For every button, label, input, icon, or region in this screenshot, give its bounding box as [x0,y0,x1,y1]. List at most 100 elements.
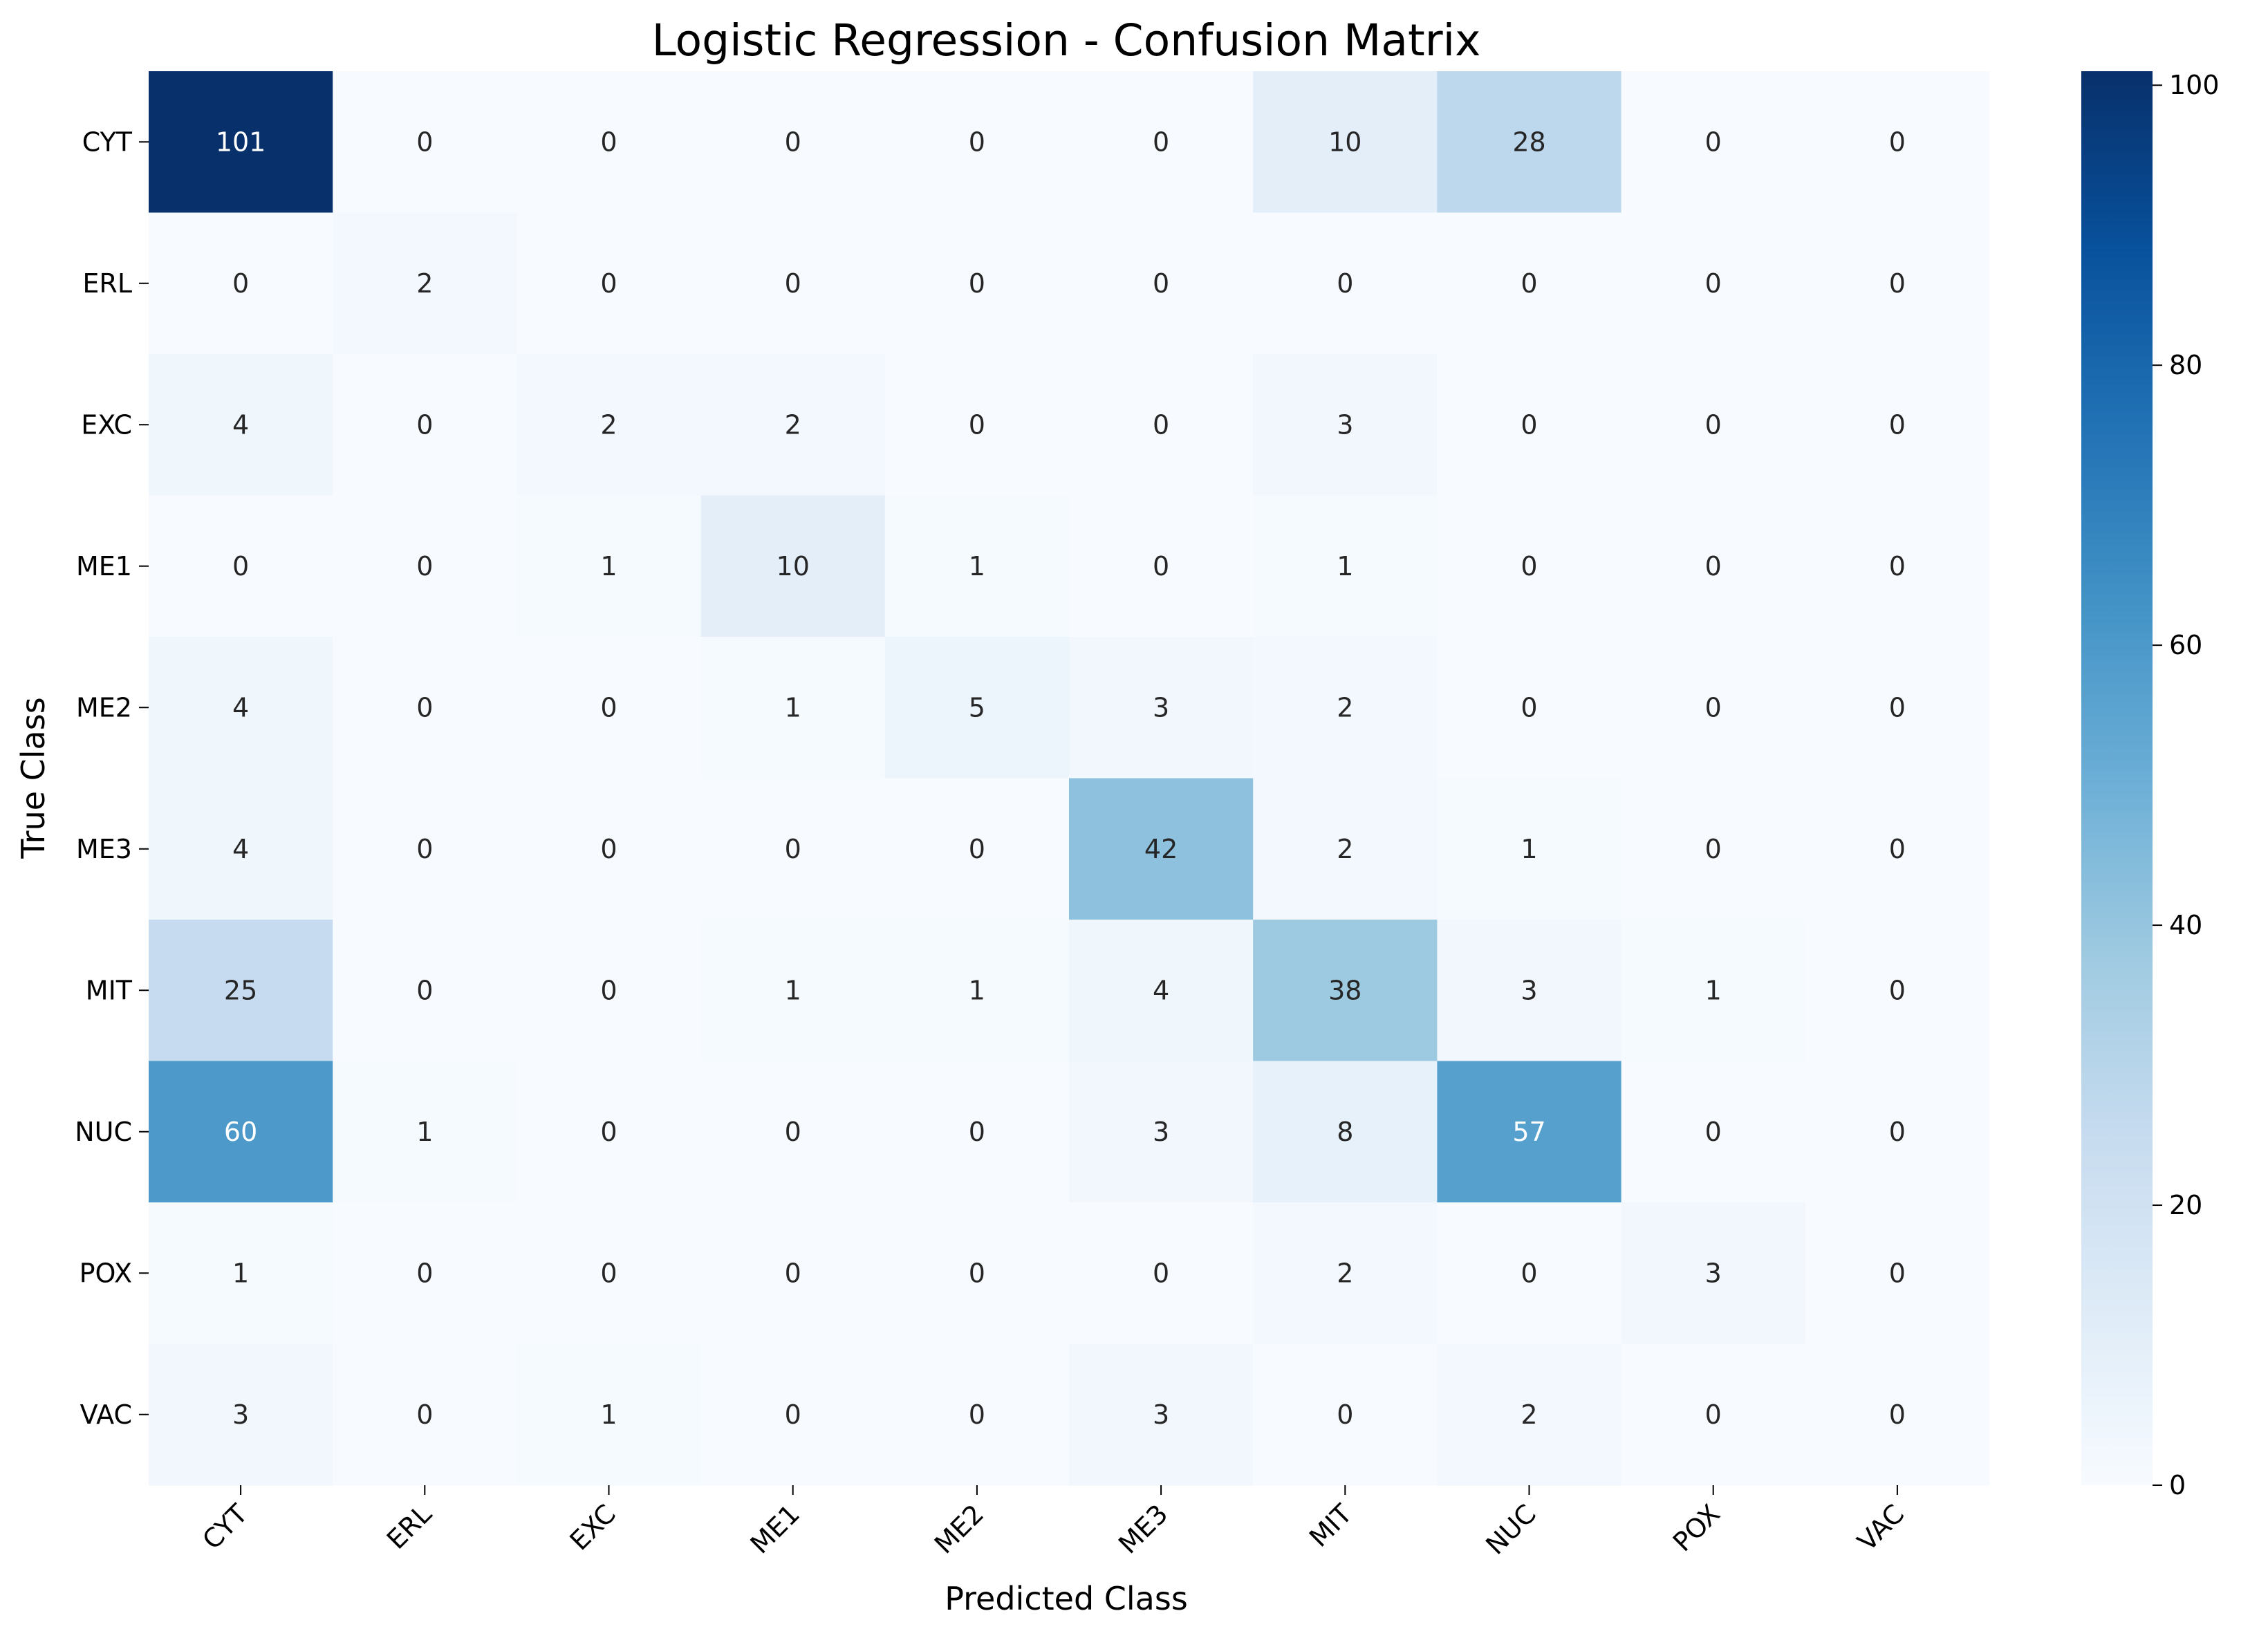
heatmap-cell-cyt-exc [517,71,702,214]
cell-value-label: 1 [600,551,617,581]
heatmap-cell-vac-erl [333,1343,517,1486]
cell-value-label: 0 [785,834,801,864]
heatmap-cell-nuc-exc [517,1061,702,1203]
heatmap-cell-nuc-nuc [1437,1061,1622,1203]
heatmap-cell-mit-exc [517,920,702,1062]
cell-value-label: 0 [785,1258,801,1288]
heatmap-cell-nuc-cyt [149,1061,333,1203]
cell-value-label: 0 [969,268,985,299]
x-tick-label: CYT [196,1498,254,1556]
y-axis: CYT ERL EXC ME1 ME2 ME3 MIT NUC POX VAC [75,127,149,1430]
cell-value-label: 0 [1153,127,1169,157]
heatmap-cell-pox-me2 [884,1202,1070,1345]
heatmap-cell-nuc-me2 [884,1061,1070,1203]
cell-value-label: 8 [1337,1117,1353,1147]
cell-value-label: 0 [416,692,433,723]
heatmap-cell-me3-nuc [1437,778,1622,920]
cell-value-label: 0 [416,1399,433,1430]
cell-value-label: 0 [1889,409,1906,440]
y-axis-label: True Class [15,697,52,859]
heatmap-cell-me3-exc [517,778,702,920]
cell-value-label: 2 [1337,834,1353,864]
cell-value-label: 0 [1705,834,1722,864]
heatmap-cell-pox-nuc [1437,1202,1622,1345]
heatmap-cell-vac-nuc [1437,1343,1622,1486]
cell-value-label: 1 [1705,975,1722,1005]
colorbar: 0 20 40 60 80 100 [2081,70,2220,1500]
cell-value-label: 0 [1889,268,1906,299]
cell-value-label: 1 [785,975,801,1005]
cell-value-label: 0 [1521,692,1537,723]
cell-value-label: 0 [1889,127,1906,157]
cell-value-label: 0 [600,1258,617,1288]
cell-value-label: 1 [416,1117,433,1147]
heatmap-cell-nuc-mit [1253,1061,1438,1203]
y-tick-label: ME3 [76,834,132,864]
heatmap-cell-mit-mit [1253,920,1438,1062]
heatmap-cell-mit-me1 [700,920,886,1062]
heatmap-cell-vac-exc [517,1343,702,1486]
heatmap-cell-me1-me2 [884,495,1070,637]
cell-value-label: 38 [1328,975,1361,1005]
cell-value-label: 0 [416,127,433,157]
heatmap-cell-me2-nuc [1437,637,1622,779]
heatmap-cell-cyt-me3 [1069,71,1254,214]
cell-value-label: 3 [1337,409,1353,440]
cell-value-label: 0 [600,127,617,157]
cell-value-label: 0 [785,1117,801,1147]
heatmap-cell-me1-me3 [1069,495,1254,637]
cell-value-label: 0 [969,1399,985,1430]
heatmap-cell-erl-erl [333,212,517,355]
heatmap-cell-erl-me2 [884,212,1070,355]
y-tick-label: CYT [82,127,133,157]
cell-value-label: 0 [1705,1117,1722,1147]
heatmap-cell-me1-mit [1253,495,1438,637]
cell-value-label: 2 [416,268,433,299]
heatmap-cell-me3-cyt [149,778,333,920]
heatmap-cell-pox-pox [1621,1202,1806,1345]
x-tick-label: VAC [1852,1498,1910,1556]
colorbar-tick-label: 0 [2169,1470,2186,1500]
y-tick-label: ERL [82,268,132,299]
cell-value-label: 0 [416,1258,433,1288]
heatmap-cell-exc-cyt [149,354,333,496]
y-tick-label: VAC [80,1399,132,1430]
cell-value-label: 0 [416,409,433,440]
cell-value-label: 0 [1889,1258,1906,1288]
cell-value-label: 0 [1521,1258,1537,1288]
x-tick-label: NUC [1480,1498,1542,1561]
heatmap-cell-exc-me1 [700,354,886,496]
y-tick-label: MIT [86,975,133,1005]
cell-value-label: 0 [1705,1399,1722,1430]
cell-value-label: 0 [1705,127,1722,157]
x-tick-label: POX [1667,1498,1726,1557]
heatmap-cell-vac-me1 [700,1343,886,1486]
cell-value-label: 0 [1153,268,1169,299]
heatmap-cell-pox-cyt [149,1202,333,1345]
y-tick-label: EXC [81,409,132,440]
cell-value-label: 3 [232,1399,249,1430]
cell-value-label: 1 [600,1399,617,1430]
colorbar-tick-label: 40 [2169,910,2202,940]
heatmap-cell-me2-me1 [700,637,886,779]
cell-value-label: 3 [1153,692,1169,723]
heatmap-cell-exc-me3 [1069,354,1254,496]
cell-value-label: 5 [969,692,985,723]
heatmap-cell-exc-nuc [1437,354,1622,496]
heatmap-cell-pox-me3 [1069,1202,1254,1345]
cell-value-label: 42 [1144,834,1178,864]
cell-value-label: 2 [785,409,801,440]
heatmap-cell-labels: 101 0 0 0 0 0 10 28 0 00 2 0 0 0 0 0 0 0 04 0 2 2 0 0 3 0 0 00 0 1 10 1… [216,127,1906,1430]
heatmap-cell-me2-cyt [149,637,333,779]
x-axis: CYT ERL EXC ME1 ME2 ME3 MIT NUC POX VAC [196,1485,1910,1561]
heatmap-cell-me2-mit [1253,637,1438,779]
y-tick-label: ME2 [76,692,132,723]
cell-value-label: 4 [232,834,249,864]
chart-title: Logistic Regression - Confusion Matrix [652,15,1481,66]
heatmap-cell-me1-erl [333,495,517,637]
cell-value-label: 0 [1705,409,1722,440]
cell-value-label: 2 [1337,1258,1353,1288]
heatmap-cell-cyt-vac [1805,71,1990,214]
heatmap-cell-me3-me1 [700,778,886,920]
heatmap-cell-nuc-me3 [1069,1061,1254,1203]
